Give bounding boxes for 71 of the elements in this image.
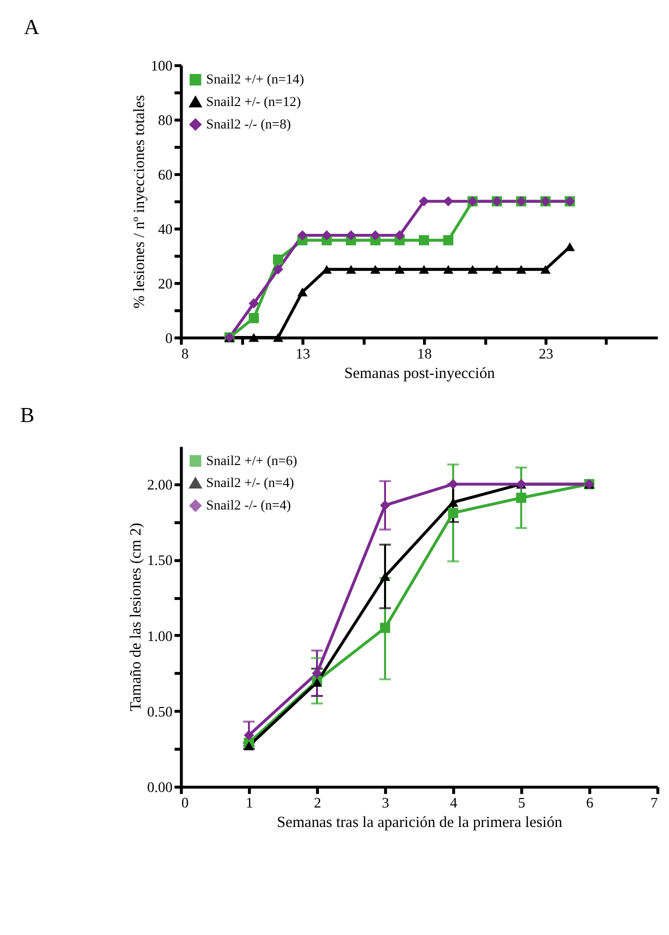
legend-label: Snail2 +/+ (n=14) <box>206 72 304 87</box>
x-tick-label: 1 <box>246 796 254 812</box>
x-tick-label: 8 <box>181 346 189 362</box>
point <box>273 264 284 274</box>
point <box>443 264 454 274</box>
y-tick-label: 20 <box>158 276 173 292</box>
y-tick-label: 60 <box>158 167 173 184</box>
x-tick-label: 0 <box>181 796 189 812</box>
point <box>418 235 430 246</box>
y-tick-label: 80 <box>158 112 173 129</box>
point <box>516 492 526 503</box>
point <box>248 298 259 308</box>
x-tick-label: 23 <box>538 346 554 362</box>
point <box>322 264 332 274</box>
x-tick-label: 18 <box>417 346 432 362</box>
point <box>380 500 390 510</box>
legend-label: Snail2 -/- (n=4) <box>206 498 291 513</box>
point <box>346 264 356 274</box>
x-axis-title: Semanas post-inyección <box>344 364 496 382</box>
point <box>443 196 454 206</box>
point <box>297 288 308 296</box>
point <box>248 333 259 342</box>
chart-title: B <box>20 403 34 428</box>
point <box>564 242 575 252</box>
point <box>346 230 356 240</box>
point <box>273 254 284 265</box>
point <box>443 235 454 246</box>
point <box>273 333 284 342</box>
point <box>394 230 405 240</box>
y-axis-title: % lesiones / nº inyecciones totales <box>130 95 148 308</box>
x-tick-label: 6 <box>586 796 594 812</box>
point <box>492 264 502 274</box>
y-tick-label: 0 <box>165 330 173 347</box>
point <box>248 313 259 324</box>
point <box>322 230 332 240</box>
point <box>540 264 551 274</box>
y-tick-label: 1.00 <box>147 628 173 645</box>
y-tick-label: 40 <box>158 222 173 238</box>
chart-title: A <box>24 15 40 40</box>
point <box>467 264 478 274</box>
legend-label: Snail2 -/- (n=8) <box>206 116 291 132</box>
legend-label: Snail2 +/- (n=12) <box>206 94 301 110</box>
x-tick-label: 3 <box>382 796 390 812</box>
x-tick-label: 5 <box>518 796 526 812</box>
point <box>244 730 254 740</box>
legend-label: Snail2 +/+ (n=6) <box>206 452 298 468</box>
point <box>370 230 380 240</box>
point <box>448 498 458 507</box>
x-tick-label: 2 <box>314 796 322 812</box>
y-tick-label: 0.00 <box>147 780 173 796</box>
y-tick-label: 0.50 <box>147 704 173 720</box>
point <box>448 479 458 490</box>
point <box>380 572 390 581</box>
y-tick-label: 2.00 <box>147 478 173 494</box>
x-tick-label: 4 <box>450 796 458 812</box>
point <box>516 264 526 274</box>
y-tick-label: 1.50 <box>147 553 173 570</box>
x-tick-label: 13 <box>296 346 310 362</box>
point <box>418 196 430 206</box>
point <box>418 264 430 274</box>
point <box>448 508 458 518</box>
point <box>370 264 380 274</box>
y-axis-title: Tamaño de las lesiones (cm 2) <box>127 522 144 712</box>
x-axis-title: Semanas tras la aparición de la primera lesión <box>276 814 562 832</box>
legend-label: Snail2 +/- (n=4) <box>206 475 294 490</box>
point <box>312 668 322 678</box>
x-tick-label: 7 <box>650 796 658 812</box>
point <box>394 264 405 274</box>
point <box>380 622 390 633</box>
point <box>297 230 308 240</box>
y-tick-label: 100 <box>150 58 173 75</box>
